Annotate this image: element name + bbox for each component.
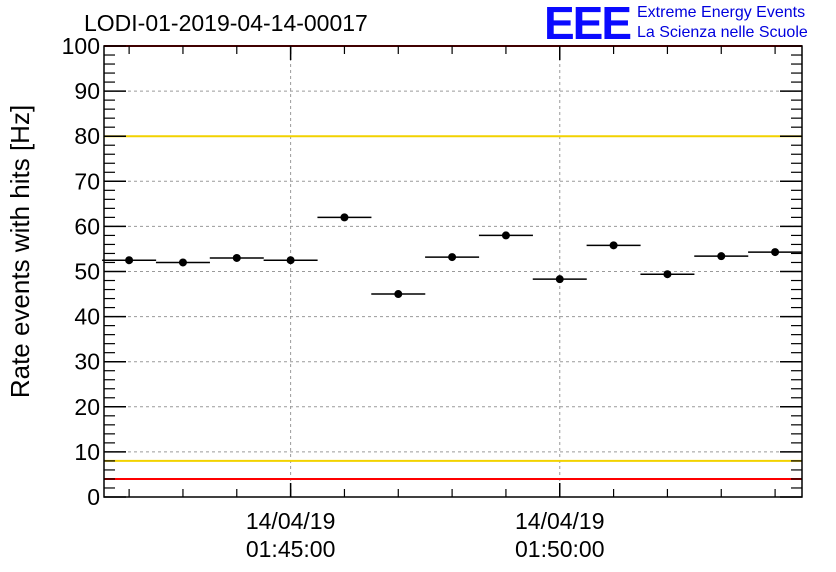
x-tick-label-date: 14/04/19 [246, 508, 336, 534]
data-point-marker [125, 256, 134, 265]
x-tick-label-time: 01:45:00 [246, 536, 336, 562]
data-point [209, 253, 264, 262]
data-point [640, 270, 695, 279]
y-tick-label: 60 [74, 213, 100, 239]
data-point [425, 253, 480, 262]
y-tick-label: 30 [74, 349, 100, 375]
data-point [586, 241, 641, 250]
y-tick-label: 100 [62, 33, 100, 59]
eee-logo: EEE Extreme Energy Events La Scienza nel… [544, 0, 834, 49]
data-point [155, 258, 210, 267]
data-point-marker [663, 270, 672, 279]
data-point-marker [717, 252, 726, 261]
data-points [102, 213, 803, 299]
data-point [102, 256, 157, 265]
y-tick-label: 90 [74, 78, 100, 104]
y-tick-label: 80 [74, 123, 100, 149]
logo-text-line1: Extreme Energy Events [637, 4, 806, 21]
data-point-marker [555, 275, 564, 284]
axis-ticks [104, 45, 802, 498]
x-tick-label-time: 01:50:00 [515, 536, 605, 562]
y-tick-label: 70 [74, 168, 100, 194]
data-point-marker [448, 253, 457, 262]
data-point-marker [178, 258, 187, 267]
data-point-marker [501, 231, 510, 240]
grid-lines [104, 46, 802, 497]
data-point-marker [232, 253, 241, 262]
data-point-marker [286, 256, 295, 265]
chart-title: LODI-01-2019-04-14-00017 [84, 10, 368, 36]
y-tick-label: 40 [74, 304, 100, 330]
data-point [371, 290, 426, 299]
y-tick-label: 50 [74, 259, 100, 285]
data-point-marker [394, 290, 403, 299]
data-point [748, 248, 803, 257]
data-point-marker [609, 241, 618, 250]
data-point [263, 256, 318, 265]
data-point [532, 275, 587, 284]
data-point-marker [771, 248, 780, 257]
x-tick-label-date: 14/04/19 [515, 508, 605, 534]
logo-text-line2: La Scienza nelle Scuole [637, 24, 808, 41]
y-tick-label: 0 [87, 484, 100, 510]
data-point [694, 252, 749, 261]
plot-frame [103, 45, 803, 498]
eee-logo-mark: EEE [544, 0, 632, 49]
y-tick-label: 20 [74, 394, 100, 420]
axis-labels: 010203040506070809010014/04/1901:45:0014… [62, 33, 605, 562]
data-point-marker [340, 213, 349, 222]
y-axis-label: Rate events with hits [Hz] [5, 105, 35, 398]
data-point [317, 213, 372, 222]
y-tick-label: 10 [74, 439, 100, 465]
data-point [478, 231, 533, 240]
